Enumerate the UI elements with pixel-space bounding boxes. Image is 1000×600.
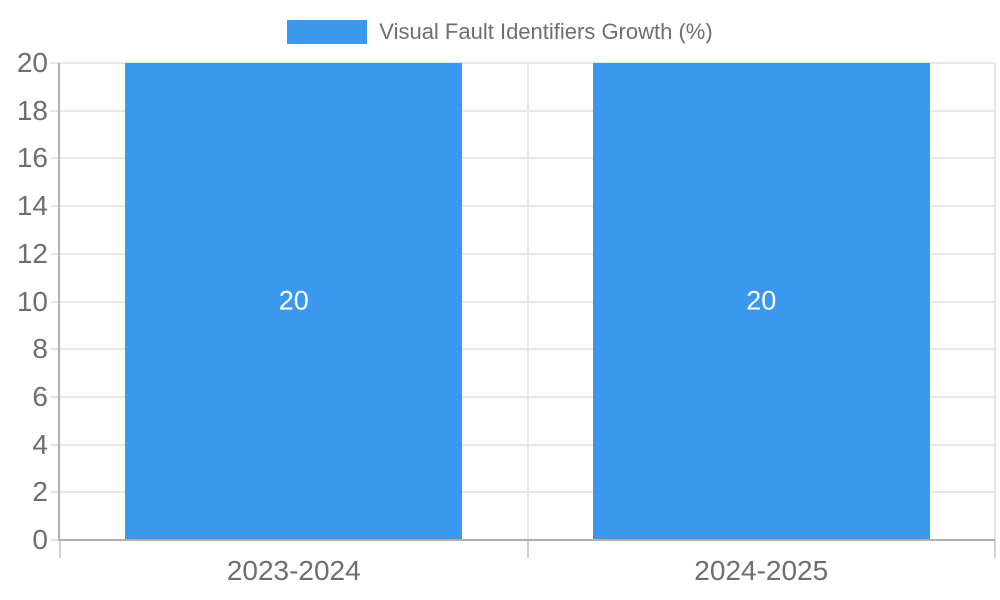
bar[interactable]: 20 — [592, 63, 930, 539]
y-axis-tick-label: 6 — [32, 380, 48, 412]
y-axis-tick-label: 8 — [32, 333, 48, 365]
x-axis-tick-mark — [526, 540, 529, 558]
legend-series-label: Visual Fault Identifiers Growth (%) — [379, 19, 713, 44]
y-gridline — [50, 300, 995, 303]
x-axis-category-label: 2024-2025 — [694, 555, 829, 586]
y-gridline — [50, 395, 995, 398]
x-axis-line — [58, 539, 995, 541]
y-gridline — [50, 205, 995, 208]
y-axis-tick-label: 10 — [16, 285, 48, 317]
y-gridline — [50, 109, 995, 112]
x-gridline — [994, 63, 996, 540]
x-axis-category-label: 2023-2024 — [226, 555, 361, 586]
y-axis-tick-label: 12 — [16, 237, 48, 269]
x-axis-tick-mark — [59, 540, 61, 558]
y-axis-tick-label: 20 — [16, 47, 48, 78]
y-axis-tick-label: 16 — [16, 142, 48, 174]
y-axis-line — [58, 63, 60, 541]
x-axis-tick-mark — [994, 540, 996, 558]
y-gridline — [50, 252, 995, 255]
y-axis-tick-label: 4 — [32, 428, 48, 460]
legend-swatch[interactable] — [287, 20, 368, 44]
chart-legend[interactable]: Visual Fault Identifiers Growth (%) — [0, 19, 1000, 45]
y-axis-tick-label: 2 — [32, 476, 48, 508]
y-gridline — [50, 62, 995, 64]
y-axis-tick-label: 18 — [16, 94, 48, 126]
y-gridline — [50, 491, 995, 494]
bar-value-label: 20 — [278, 285, 309, 316]
y-gridline — [50, 348, 995, 351]
y-gridline — [50, 157, 995, 160]
y-axis-tick-label: 14 — [16, 190, 48, 222]
y-axis-tick-label: 0 — [32, 524, 48, 555]
x-gridline — [526, 63, 529, 540]
y-gridline — [50, 443, 995, 446]
bar[interactable]: 20 — [125, 63, 463, 539]
bar-value-label: 20 — [746, 285, 777, 316]
